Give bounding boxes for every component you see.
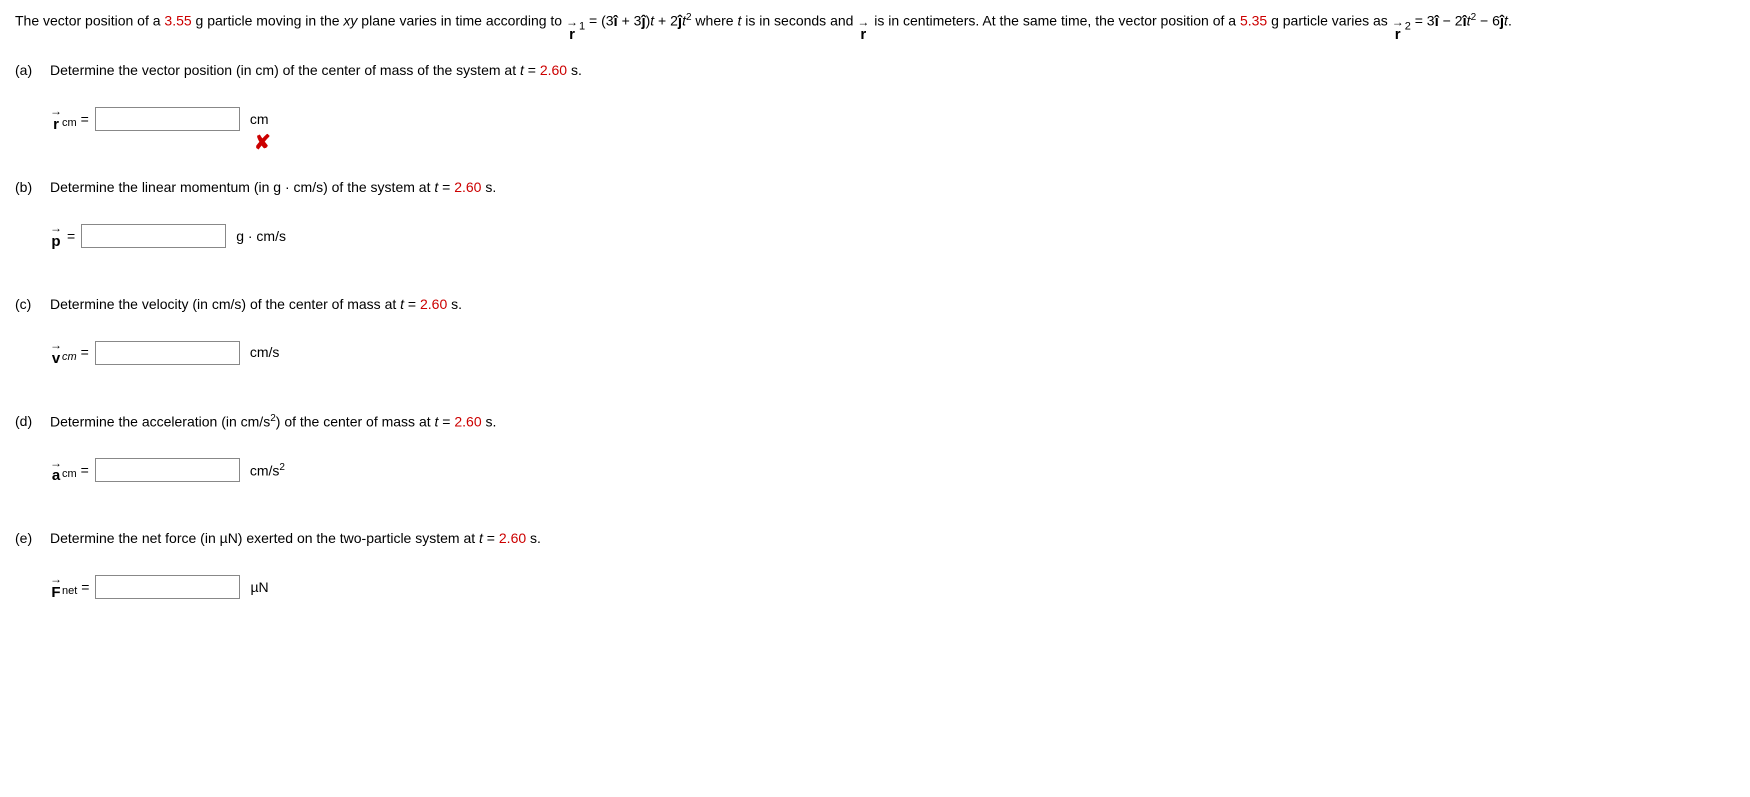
part-b-unit: g · cm/s xyxy=(236,226,286,247)
part-d-label: (d) xyxy=(15,411,50,432)
part-e-unit: µN xyxy=(250,577,268,598)
part-e: (e) Determine the net force (in µN) exer… xyxy=(15,528,1735,600)
part-b-answer-row: → p = g · cm/s xyxy=(50,223,1735,249)
part-b-label: (b) xyxy=(15,177,50,198)
intro-text: + 3 xyxy=(618,13,642,29)
part-a-input[interactable] xyxy=(95,107,240,131)
part-a-unit: cm xyxy=(250,109,269,130)
part-a-label: (a) xyxy=(15,60,50,81)
part-a: (a) Determine the vector position (in cm… xyxy=(15,60,1735,132)
intro-text: is in centimeters. At the same time, the… xyxy=(874,13,1240,29)
part-e-input[interactable] xyxy=(95,575,240,599)
part-d-question: Determine the acceleration (in cm/s2) of… xyxy=(50,411,1735,433)
intro-text: − 2 xyxy=(1439,13,1463,29)
intro-text: g particle moving in the xyxy=(192,13,344,29)
equals-sign: = xyxy=(67,226,75,247)
part-e-answer-row: → F net = µN xyxy=(50,574,1735,600)
r-vector: →r xyxy=(857,17,869,43)
r1-vector: →r xyxy=(566,17,578,43)
cm-subscript: cm xyxy=(62,466,77,483)
part-b-input[interactable] xyxy=(81,224,226,248)
cm-subscript: cm xyxy=(62,115,77,132)
cm-subscript: cm xyxy=(62,349,77,366)
part-c-label: (c) xyxy=(15,294,50,315)
xy-plane: xy xyxy=(343,13,357,29)
part-e-question: Determine the net force (in µN) exerted … xyxy=(50,528,1735,549)
intro-text: The vector position of a xyxy=(15,13,164,29)
part-c-answer-row: → v cm = cm/s xyxy=(50,340,1735,366)
a-cm-symbol: → a xyxy=(50,458,62,484)
part-d-unit: cm/s2 xyxy=(250,460,285,482)
part-c: (c) Determine the velocity (in cm/s) of … xyxy=(15,294,1735,366)
equals-sign: = xyxy=(81,109,89,130)
part-c-input[interactable] xyxy=(95,341,240,365)
intro-text: + 2 xyxy=(654,13,678,29)
equals-sign: = xyxy=(81,342,89,363)
problem-intro: The vector position of a 3.55 g particle… xyxy=(15,10,1735,42)
mass-1: 3.55 xyxy=(164,13,191,29)
part-b-question: Determine the linear momentum (in g · cm… xyxy=(50,177,1735,198)
intro-text: g particle varies as xyxy=(1267,13,1392,29)
part-d-answer-row: → a cm = cm/s2 xyxy=(50,458,1735,484)
intro-text: = 3 xyxy=(1415,13,1435,29)
intro-text: = (3 xyxy=(589,13,614,29)
r1-subscript: 1 xyxy=(579,20,585,32)
intro-text: plane varies in time according to xyxy=(357,13,566,29)
incorrect-icon: ✘ xyxy=(254,128,271,158)
r2-vector: →r xyxy=(1392,17,1404,43)
part-e-label: (e) xyxy=(15,528,50,549)
mass-2: 5.35 xyxy=(1240,13,1267,29)
r2-subscript: 2 xyxy=(1405,20,1411,32)
part-c-question: Determine the velocity (in cm/s) of the … xyxy=(50,294,1735,315)
r-cm-symbol: → r xyxy=(50,106,62,132)
part-b: (b) Determine the linear momentum (in g … xyxy=(15,177,1735,249)
part-d-input[interactable] xyxy=(95,458,240,482)
intro-text: is in seconds and xyxy=(741,13,857,29)
part-a-question: Determine the vector position (in cm) of… xyxy=(50,60,1735,81)
part-a-answer-row: → r cm = cm ✘ xyxy=(50,106,1735,132)
v-cm-symbol: → v xyxy=(50,340,62,366)
p-symbol: → p xyxy=(50,223,62,249)
intro-text: where xyxy=(692,13,738,29)
intro-text: − 6 xyxy=(1476,13,1500,29)
f-net-symbol: → F xyxy=(50,574,62,600)
net-subscript: net xyxy=(62,583,77,600)
part-c-unit: cm/s xyxy=(250,342,280,363)
part-d: (d) Determine the acceleration (in cm/s2… xyxy=(15,411,1735,483)
equals-sign: = xyxy=(81,577,89,598)
intro-text: . xyxy=(1508,13,1512,29)
equals-sign: = xyxy=(81,460,89,481)
